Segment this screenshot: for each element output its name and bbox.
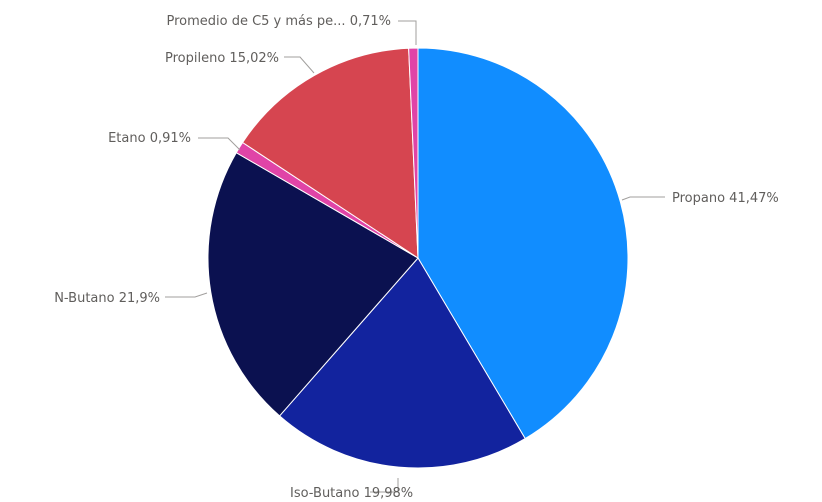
leader-line bbox=[198, 137, 241, 151]
pie-slice-promedio-de-c5-y-m-s-pe[interactable] bbox=[408, 47, 419, 259]
data-label: Propano 41,47% bbox=[672, 191, 779, 206]
pie-slices bbox=[207, 47, 629, 469]
pie-slice-propileno[interactable] bbox=[241, 47, 419, 259]
pie-slice-iso-butano[interactable] bbox=[278, 257, 526, 469]
data-label: Promedio de C5 y más pe... 0,71% bbox=[166, 14, 391, 29]
leader-line bbox=[621, 196, 665, 201]
data-label: Propileno 15,02% bbox=[165, 51, 279, 66]
data-labels: Propano 41,47% Iso-Butano 19,98% N-Butano … bbox=[54, 14, 779, 501]
pie-slice-n-butano[interactable] bbox=[207, 152, 419, 417]
leader-lines bbox=[165, 20, 665, 493]
leader-line bbox=[398, 20, 417, 45]
data-label: N-Butano 21,9% bbox=[54, 291, 160, 306]
data-label: Etano 0,91% bbox=[108, 131, 191, 146]
data-label: Iso-Butano 19,98% bbox=[290, 486, 413, 501]
leader-line bbox=[165, 292, 208, 298]
leader-line bbox=[284, 56, 315, 74]
leader-line bbox=[370, 478, 399, 493]
pie-slice-propano[interactable] bbox=[417, 47, 629, 440]
